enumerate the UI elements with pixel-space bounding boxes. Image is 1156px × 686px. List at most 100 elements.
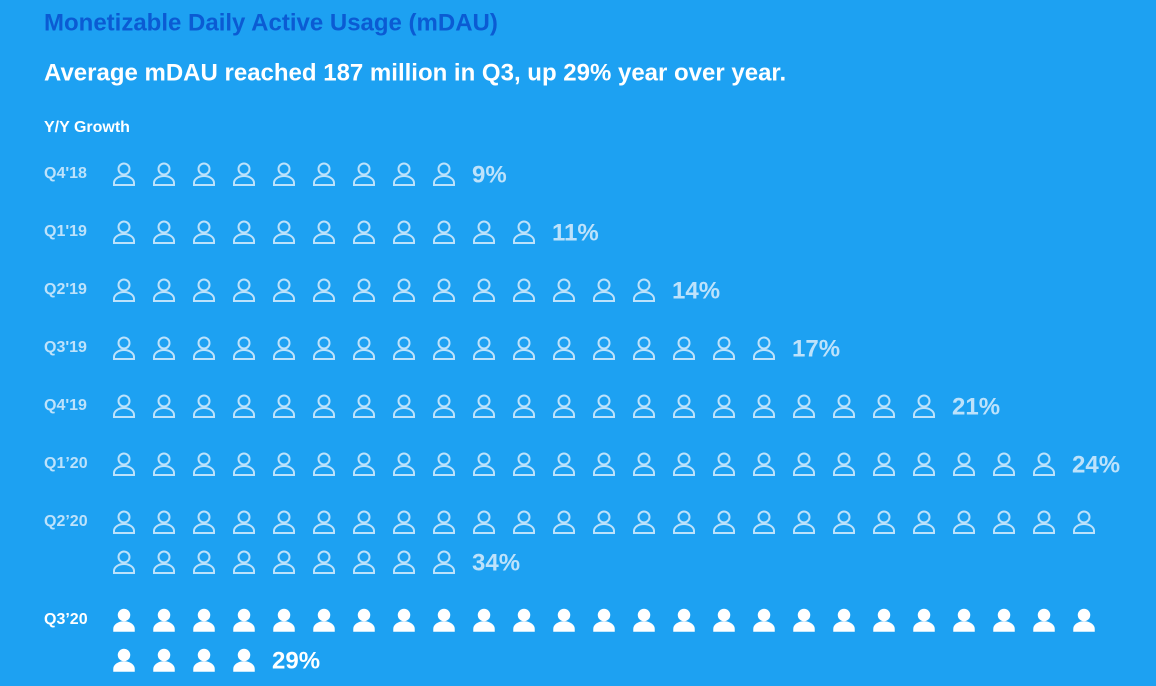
person-body (953, 465, 975, 476)
person-body (713, 523, 735, 534)
person-head (477, 336, 491, 350)
person-head (557, 336, 571, 350)
person-body (273, 523, 295, 534)
person-head (197, 510, 211, 524)
person-head (877, 452, 891, 466)
person-head (1077, 510, 1091, 524)
person-icon (473, 608, 495, 632)
person-icon (313, 278, 335, 302)
person-body (753, 407, 775, 418)
person-icon (113, 336, 135, 360)
person-head (917, 608, 931, 622)
person-head (237, 162, 251, 176)
person-icon (313, 608, 335, 632)
person-head (717, 336, 731, 350)
person-icon (673, 336, 695, 360)
person-body (473, 523, 495, 534)
person-icon (233, 394, 255, 418)
person-body (113, 291, 135, 302)
person-icon (273, 220, 295, 244)
person-icon (1033, 510, 1055, 534)
person-head (237, 452, 251, 466)
category-label: Q4'19 (44, 397, 87, 414)
person-icon (393, 278, 415, 302)
person-body (553, 407, 575, 418)
person-head (277, 510, 291, 524)
person-icon (433, 220, 455, 244)
person-icon (473, 394, 495, 418)
person-body (433, 291, 455, 302)
person-icon (273, 162, 295, 186)
person-icon (153, 162, 175, 186)
person-head (1077, 608, 1091, 622)
person-icon (913, 394, 935, 418)
person-body (673, 465, 695, 476)
person-icon (233, 452, 255, 476)
person-body (233, 349, 255, 360)
person-icon (953, 510, 975, 534)
person-body (353, 233, 375, 244)
person-body (193, 233, 215, 244)
person-head (437, 394, 451, 408)
person-icon (513, 394, 535, 418)
person-icon (1033, 608, 1055, 632)
person-icon (313, 394, 335, 418)
person-body (273, 407, 295, 418)
person-head (637, 336, 651, 350)
person-body (673, 407, 695, 418)
person-icon (233, 550, 255, 574)
category-label: Q1'19 (44, 223, 87, 240)
person-body (793, 465, 815, 476)
chart-title: Monetizable Daily Active Usage (mDAU) (44, 9, 498, 36)
person-icon (193, 550, 215, 574)
person-body (553, 465, 575, 476)
person-head (197, 550, 211, 564)
person-head (957, 608, 971, 622)
pictogram-row (113, 608, 1095, 672)
person-body (993, 523, 1015, 534)
person-icon (553, 394, 575, 418)
person-icon (753, 336, 775, 360)
person-icon (993, 452, 1015, 476)
person-body (673, 523, 695, 534)
person-head (597, 278, 611, 292)
person-body (833, 621, 855, 632)
person-icon (1073, 510, 1095, 534)
person-head (157, 648, 171, 662)
person-body (833, 407, 855, 418)
person-icon (473, 220, 495, 244)
person-head (237, 550, 251, 564)
person-icon (353, 336, 375, 360)
person-head (557, 394, 571, 408)
person-body (313, 621, 335, 632)
person-body (913, 621, 935, 632)
person-icon (233, 336, 255, 360)
person-head (437, 510, 451, 524)
person-body (233, 621, 255, 632)
person-head (477, 608, 491, 622)
person-body (313, 175, 335, 186)
person-icon (473, 452, 495, 476)
person-body (513, 523, 535, 534)
person-icon (193, 278, 215, 302)
person-icon (673, 608, 695, 632)
person-head (117, 394, 131, 408)
person-icon (113, 648, 135, 672)
person-head (157, 510, 171, 524)
person-icon (233, 278, 255, 302)
person-icon (753, 608, 775, 632)
person-body (633, 621, 655, 632)
person-icon (193, 452, 215, 476)
person-icon (153, 278, 175, 302)
person-head (797, 452, 811, 466)
person-body (313, 233, 335, 244)
person-icon (313, 220, 335, 244)
person-head (237, 648, 251, 662)
person-body (193, 523, 215, 534)
person-head (477, 452, 491, 466)
person-icon (873, 394, 895, 418)
person-head (317, 510, 331, 524)
person-head (117, 648, 131, 662)
person-head (597, 608, 611, 622)
